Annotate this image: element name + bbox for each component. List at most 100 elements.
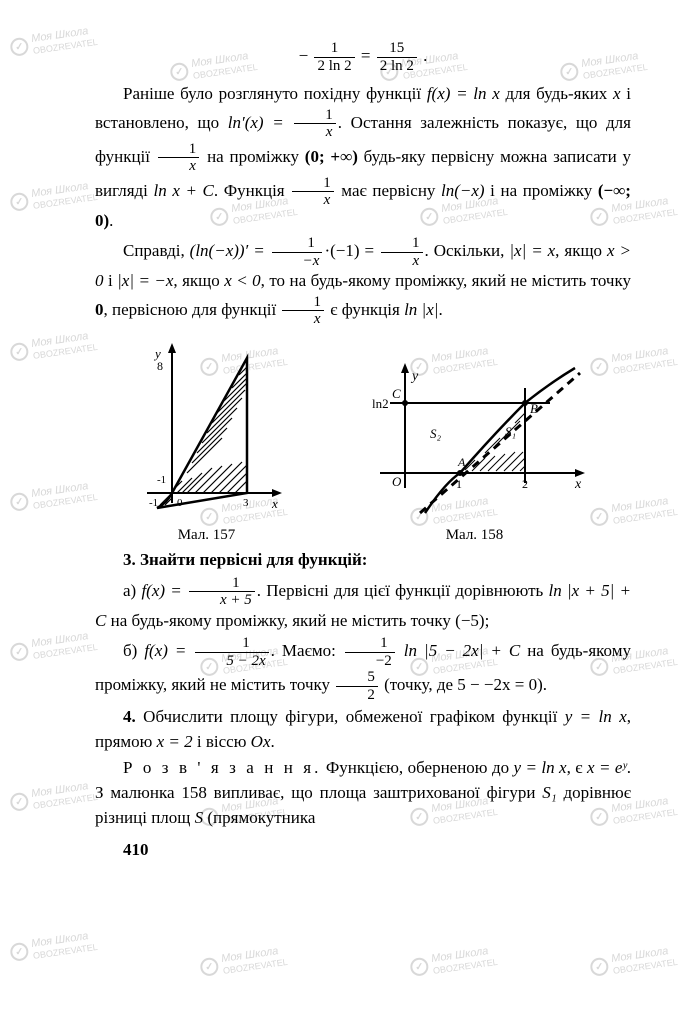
f157-yn: -1 <box>157 474 166 486</box>
fx-lnx: f(x) = ln x <box>427 84 500 103</box>
f157-xp: 3 <box>243 497 249 509</box>
problem-3-title: 3. Знайти первісні для функцій: <box>95 548 631 573</box>
p3b-cn: 1 <box>345 635 395 653</box>
p5-s: S <box>195 808 204 827</box>
int1: (0; +∞) <box>305 147 358 166</box>
p3b-cd: −2 <box>345 653 395 670</box>
fig158-svg: ln2 C B A O y x S₂ S₁ 1 2 <box>350 358 600 518</box>
f158-2: 2 <box>522 477 528 491</box>
xlt0: x < 0 <box>224 271 260 290</box>
p1h: має первісну <box>336 181 441 200</box>
page-content: − 12 ln 2 = 152 ln 2 . Раніше було розгл… <box>0 0 691 890</box>
p3b-fx: f(x) = <box>144 641 193 660</box>
watermark: ✓Моя ШколаOBOZREVATEL <box>9 929 99 965</box>
figure-158: ln2 C B A O y x S₂ S₁ 1 2 Мал. 158 <box>350 358 600 544</box>
watermark-icon: ✓ <box>409 957 429 977</box>
p2c: , якщо <box>555 241 607 260</box>
watermark-icon: ✓ <box>199 957 219 977</box>
watermark: ✓Моя ШколаOBOZREVATEL <box>409 944 499 980</box>
zero: 0 <box>95 300 104 319</box>
p5-e2: x = eʸ <box>587 758 627 777</box>
figures-row: y 8 x -1 0 3 -1 Мал. 157 <box>95 338 631 544</box>
eq-rhs-den: 2 ln 2 <box>377 58 417 75</box>
p2f: , то на будь-якому проміжку, який не міс… <box>261 271 631 290</box>
paragraph-1: Раніше було розглянуто похідну функції f… <box>95 82 631 233</box>
f1d: x <box>294 124 336 141</box>
p4-e2: x = 2 <box>157 732 193 751</box>
p5-l: Р о з в ' я з а н н я. <box>123 758 321 777</box>
neg1: ·(−1) = <box>324 241 379 260</box>
p2h: є функція <box>326 300 404 319</box>
f4d: −x <box>272 253 323 270</box>
f6n: 1 <box>282 294 324 312</box>
p5-1: Функцією, оберненою до <box>321 758 513 777</box>
f2n: 1 <box>158 141 200 159</box>
p2a: Справді, <box>123 241 190 260</box>
f2d: x <box>158 158 200 175</box>
f1n: 1 <box>294 107 336 125</box>
fig157-caption: Мал. 157 <box>127 527 287 544</box>
f157-x: x <box>271 496 278 511</box>
p2g: , первісною для функції <box>104 300 281 319</box>
lnxc: ln x + C <box>154 181 214 200</box>
p4-4: . <box>271 732 275 751</box>
solution: Р о з в ' я з а н н я. Функцією, обернен… <box>95 756 631 830</box>
p3a-t2: на будь-якому проміжку, який не містить … <box>106 611 489 630</box>
f4n: 1 <box>272 235 323 253</box>
derivln: (ln(−x))′ = <box>190 241 270 260</box>
lnabsx: ln |x| <box>404 300 438 319</box>
p5-s1: S₁ <box>542 783 556 802</box>
eq-lhs-den: 2 ln 2 <box>314 58 354 75</box>
fig158-caption: Мал. 158 <box>350 527 600 544</box>
p1i: і на проміжку <box>485 181 598 200</box>
watermark: ✓Моя ШколаOBOZREVATEL <box>199 944 289 980</box>
f158-s1: S₁ <box>505 424 516 439</box>
eq-lhs-num: 1 <box>314 40 354 58</box>
f158-s2: S₂ <box>430 426 442 441</box>
p1b: для будь-яких <box>500 84 613 103</box>
problem-3b: б) f(x) = 15 − 2x. Маємо: 1−2 ln |5 − 2x… <box>95 635 631 703</box>
p5-5: (прямокутника <box>203 808 315 827</box>
f157-o: 0 <box>177 497 183 509</box>
p3a-t1: . Первісні для цієї функції дорівнюють <box>257 580 549 599</box>
p3b-ans: ln |5 − 2x| + C <box>397 641 520 660</box>
eq-rhs-num: 15 <box>377 40 417 58</box>
f3n: 1 <box>292 175 334 193</box>
p2d: і <box>104 271 118 290</box>
watermark-icon: ✓ <box>9 942 29 962</box>
p3b-fn: 5 <box>336 669 378 687</box>
p1e: на проміжку <box>201 147 305 166</box>
p4-3: і віссю <box>193 732 251 751</box>
f157-xn: -1 <box>149 497 158 509</box>
p3a-fx: f(x) = <box>141 580 187 599</box>
page-number: 410 <box>95 840 631 860</box>
figure-157: y 8 x -1 0 3 -1 Мал. 157 <box>127 338 287 544</box>
watermark: ✓Моя ШколаOBOZREVATEL <box>589 944 679 980</box>
f158-o: O <box>392 474 402 489</box>
f5n: 1 <box>381 235 423 253</box>
f158-a: A <box>457 455 466 469</box>
p3b-t1: . Маємо: <box>271 641 343 660</box>
problem-3a: а) f(x) = 1x + 5. Первісні для цієї функ… <box>95 575 631 634</box>
lnnegx: ln(−x) <box>441 181 485 200</box>
fig157-svg: y 8 x -1 0 3 -1 <box>127 338 287 518</box>
absxx: |x| = x <box>509 241 555 260</box>
p2b: . Оскільки, <box>425 241 510 260</box>
p5-2: , є <box>567 758 587 777</box>
f158-1: 1 <box>456 477 462 491</box>
top-equation: − 12 ln 2 = 152 ln 2 . <box>95 40 631 74</box>
f158-b: B <box>530 401 538 416</box>
p1a: Раніше було розглянуто похідну функції <box>123 84 427 103</box>
f158-c: C <box>392 386 401 401</box>
f158-ln2: ln2 <box>372 396 389 411</box>
p3a-d: x + 5 <box>189 592 255 609</box>
f3d: x <box>292 192 334 209</box>
f6d: x <box>282 311 324 328</box>
p4-t: 4. <box>123 707 143 726</box>
f5d: x <box>381 253 423 270</box>
p3b-t3: (точку, де 5 − −2x = 0). <box>380 675 547 694</box>
p3b-fd: 2 <box>336 687 378 704</box>
p3a-n: 1 <box>189 575 255 593</box>
p3b-d: 5 − 2x <box>195 653 268 670</box>
p1g: . Функція <box>214 181 290 200</box>
